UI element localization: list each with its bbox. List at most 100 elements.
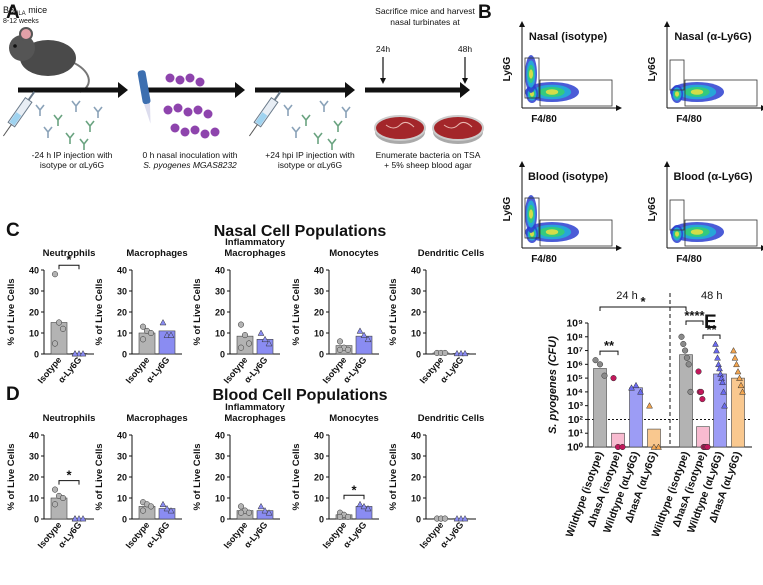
significance-label: **	[706, 322, 717, 337]
chart-title: Monocytes	[329, 413, 379, 424]
bacterium	[203, 109, 213, 119]
bar	[138, 332, 156, 355]
mouse	[9, 27, 90, 93]
data-point	[685, 361, 692, 368]
syringe-plunger	[27, 91, 36, 101]
flow-y-label: Ly6G	[647, 196, 658, 221]
y-tick-label: 10	[117, 329, 127, 339]
data-point	[71, 515, 79, 522]
y-axis-label: % of Live Cells	[6, 278, 17, 345]
strain-rest: mice	[26, 5, 48, 15]
data-point	[79, 350, 87, 357]
chart-title: Dendritic Cells	[418, 413, 485, 424]
flow-y-label: Ly6G	[502, 56, 513, 81]
significance-label: *	[640, 294, 646, 309]
panel-letter: B	[478, 2, 492, 23]
flow-density	[690, 229, 704, 235]
y-tick-label: 40	[411, 266, 421, 276]
arrow-head	[664, 21, 670, 27]
y-tick-label: 30	[29, 452, 39, 462]
age-label: 8-12 weeks	[3, 18, 39, 25]
chart-title: Inflammatory	[225, 402, 285, 413]
y-tick-label: 20	[29, 308, 39, 318]
data-point	[596, 361, 604, 368]
antibody	[85, 120, 95, 132]
mouse-ear	[19, 27, 33, 41]
data-point	[364, 504, 372, 512]
timepoint-label: 24h	[376, 44, 390, 54]
y-tick-label: 10¹	[568, 428, 584, 440]
y-tick-label: 40	[29, 431, 39, 441]
data-point	[637, 388, 644, 395]
flow-density	[675, 231, 679, 237]
data-point	[261, 335, 269, 343]
data-point	[680, 340, 687, 348]
y-axis-label: % of Live Cells	[192, 278, 203, 345]
panel-letter: E	[704, 312, 717, 333]
chart-title: Macrophages	[126, 413, 187, 424]
data-point	[632, 381, 640, 389]
y-tick-label: 40	[215, 266, 225, 276]
harvest-label: Sacrifice mice and harvest	[375, 6, 475, 16]
antibody	[327, 138, 337, 150]
panel-letter: D	[6, 384, 20, 405]
antibody	[301, 114, 311, 126]
pipette-body	[137, 70, 151, 105]
data-point	[237, 503, 245, 510]
flow-gate	[669, 199, 685, 231]
y-tick-label: 30	[411, 452, 421, 462]
data-point	[265, 509, 273, 516]
dish-agar	[374, 115, 426, 141]
y-tick-label: 10⁶	[566, 359, 583, 371]
bar	[731, 377, 745, 448]
data-point	[364, 335, 372, 343]
data-point	[139, 507, 147, 514]
data-point	[336, 338, 344, 345]
data-point	[51, 271, 59, 278]
step-label: isotype or αLy6G	[40, 160, 104, 170]
data-point	[71, 350, 79, 357]
data-point	[687, 388, 694, 395]
step-label: +24 hpi IP injection with	[265, 150, 355, 160]
flow-density	[545, 89, 559, 95]
data-point	[51, 486, 59, 493]
data-point	[650, 443, 658, 450]
y-tick-label: 0	[319, 515, 324, 525]
significance-label: ****	[684, 308, 705, 323]
y-tick-label: 40	[314, 266, 324, 276]
panel-letter: A	[6, 2, 20, 23]
data-point	[736, 374, 743, 381]
y-tick-label: 20	[314, 308, 324, 318]
group-title: Nasal Cell Populations	[214, 223, 387, 240]
data-point	[698, 388, 705, 395]
y-tick-label: 20	[117, 308, 127, 318]
flow-gate	[524, 57, 540, 99]
data-point	[163, 504, 171, 512]
data-point	[719, 378, 726, 386]
step-label: 0 h nasal inoculation with	[143, 150, 238, 160]
bar	[696, 426, 710, 448]
flow-density	[529, 209, 533, 219]
bar	[679, 354, 693, 448]
group-title: Blood Cell Populations	[212, 387, 387, 404]
data-point	[237, 344, 245, 351]
data-point	[261, 507, 269, 514]
arrow-head	[235, 82, 245, 98]
bacterium	[210, 127, 220, 137]
data-point	[167, 507, 175, 514]
y-tick-label: 40	[411, 431, 421, 441]
y-tick-label: 40	[215, 431, 225, 441]
syringe-needle	[248, 124, 258, 137]
significance-label: *	[66, 468, 72, 483]
pipette	[137, 70, 151, 124]
chart-title: Inflammatory	[225, 237, 285, 248]
data-point	[59, 325, 67, 332]
y-tick-label: 30	[314, 452, 324, 462]
antibody	[43, 126, 53, 138]
arrow-head	[118, 82, 128, 98]
flow-gate	[669, 59, 685, 91]
syringe	[248, 91, 282, 137]
data-point	[257, 502, 265, 510]
y-tick-label: 20	[215, 473, 225, 483]
flow-y-label: Ly6G	[647, 56, 658, 81]
